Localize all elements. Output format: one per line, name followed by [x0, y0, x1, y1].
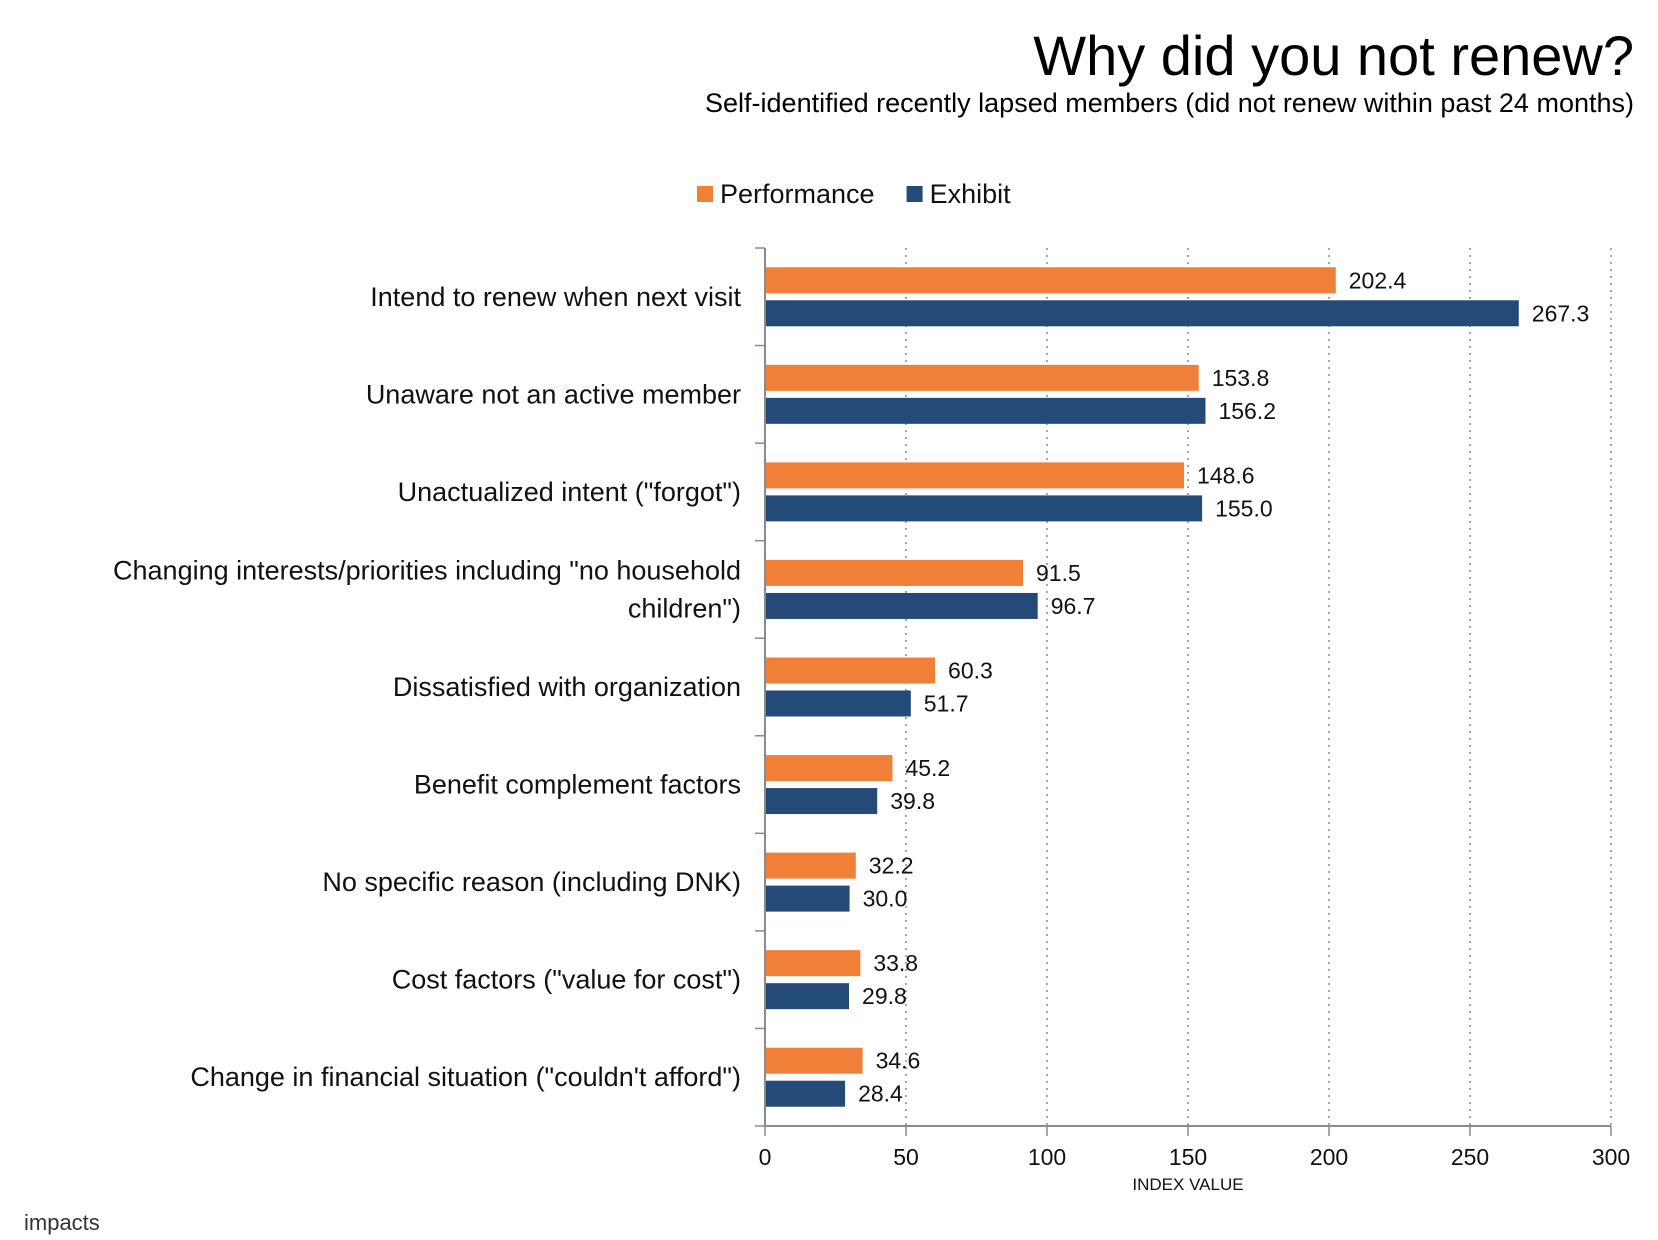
legend-label-exhibit: Exhibit — [930, 179, 1012, 209]
category-label-4: Dissatisfied with organization — [393, 672, 741, 702]
bar-performance-8 — [765, 1047, 863, 1074]
data-label-exhibit-3: 96.7 — [1051, 593, 1096, 619]
chart-subtitle: Self-identified recently lapsed members … — [705, 88, 1634, 118]
data-label-exhibit-6: 30.0 — [863, 886, 908, 912]
bar-performance-3 — [765, 559, 1024, 586]
bar-performance-5 — [765, 755, 893, 782]
x-tick-label-50: 50 — [893, 1144, 919, 1170]
bar-performance-1 — [765, 364, 1199, 391]
bar-performance-6 — [765, 852, 856, 879]
data-label-performance-7: 33.8 — [873, 950, 918, 976]
data-label-exhibit-4: 51.7 — [924, 691, 969, 717]
logo-text: impacts — [24, 1210, 100, 1235]
category-label-6: No specific reason (including DNK) — [322, 867, 741, 897]
data-labels: 202.4 267.3 Intend to renew when next visi… — [113, 267, 1589, 1106]
data-label-exhibit-1: 156.2 — [1218, 398, 1276, 424]
category-label-line: children") — [628, 593, 741, 623]
category-label-3: Changing interests/priorities including … — [113, 555, 741, 623]
data-label-exhibit-0: 267.3 — [1532, 300, 1590, 326]
data-label-performance-5: 45.2 — [905, 755, 950, 781]
chart-title: Why did you not renew? — [1033, 24, 1634, 87]
bar-performance-2 — [765, 462, 1185, 489]
data-label-exhibit-8: 28.4 — [858, 1081, 903, 1107]
data-label-exhibit-5: 39.8 — [890, 788, 935, 814]
data-label-performance-4: 60.3 — [948, 658, 993, 684]
impacts-logo: impacts — [24, 1210, 100, 1236]
bar-performance-4 — [765, 657, 936, 684]
category-label-line: Unactualized intent ("forgot") — [398, 477, 741, 507]
category-label-line: No specific reason (including DNK) — [322, 867, 741, 897]
bar-exhibit-1 — [765, 397, 1206, 424]
bar-performance-0 — [765, 267, 1336, 294]
bar-exhibit-2 — [765, 495, 1203, 522]
category-label-line: Unaware not an active member — [366, 379, 741, 409]
x-tick-label-0: 0 — [759, 1144, 772, 1170]
axes: 0 50 100 150 200 250 300 INDEX VALUE — [755, 247, 1630, 1194]
data-label-exhibit-7: 29.8 — [862, 983, 907, 1009]
category-label-line: Change in financial situation ("couldn't… — [190, 1062, 741, 1092]
x-tick-label-200: 200 — [1310, 1144, 1348, 1170]
data-label-performance-1: 153.8 — [1212, 365, 1270, 391]
bar-performance-7 — [765, 950, 861, 977]
data-label-performance-6: 32.2 — [869, 853, 914, 879]
bar-exhibit-4 — [765, 690, 911, 717]
category-label-line: Benefit complement factors — [414, 770, 741, 800]
legend: Performance Exhibit — [697, 179, 1011, 209]
x-axis-title: INDEX VALUE — [1132, 1175, 1243, 1194]
x-tick-label-250: 250 — [1451, 1144, 1489, 1170]
bar-exhibit-0 — [765, 300, 1519, 327]
category-label-2: Unactualized intent ("forgot") — [398, 477, 741, 507]
category-label-0: Intend to renew when next visit — [370, 282, 741, 312]
bar-exhibit-8 — [765, 1080, 846, 1107]
data-label-performance-8: 34.6 — [876, 1048, 921, 1074]
bar-exhibit-5 — [765, 788, 878, 815]
category-label-8: Change in financial situation ("couldn't… — [190, 1062, 741, 1092]
category-label-line: Changing interests/priorities including … — [113, 555, 741, 585]
bar-exhibit-7 — [765, 983, 850, 1010]
bar-exhibit-6 — [765, 885, 850, 912]
category-label-5: Benefit complement factors — [414, 770, 741, 800]
legend-label-performance: Performance — [720, 179, 875, 209]
category-label-line: Cost factors ("value for cost") — [392, 965, 741, 995]
category-label-7: Cost factors ("value for cost") — [392, 965, 741, 995]
category-label-line: Dissatisfied with organization — [393, 672, 741, 702]
x-tick-label-150: 150 — [1169, 1144, 1207, 1170]
category-label-line: Intend to renew when next visit — [370, 282, 741, 312]
data-label-performance-3: 91.5 — [1036, 560, 1081, 586]
category-label-1: Unaware not an active member — [366, 379, 741, 409]
bar-exhibit-3 — [765, 592, 1038, 619]
data-label-performance-0: 202.4 — [1349, 267, 1407, 293]
data-label-performance-2: 148.6 — [1197, 462, 1255, 488]
x-tick-label-100: 100 — [1028, 1144, 1066, 1170]
legend-swatch-exhibit — [906, 186, 923, 202]
data-label-exhibit-2: 155.0 — [1215, 495, 1273, 521]
x-tick-label-300: 300 — [1592, 1144, 1630, 1170]
bars — [765, 267, 1519, 1107]
legend-swatch-performance — [697, 186, 713, 202]
